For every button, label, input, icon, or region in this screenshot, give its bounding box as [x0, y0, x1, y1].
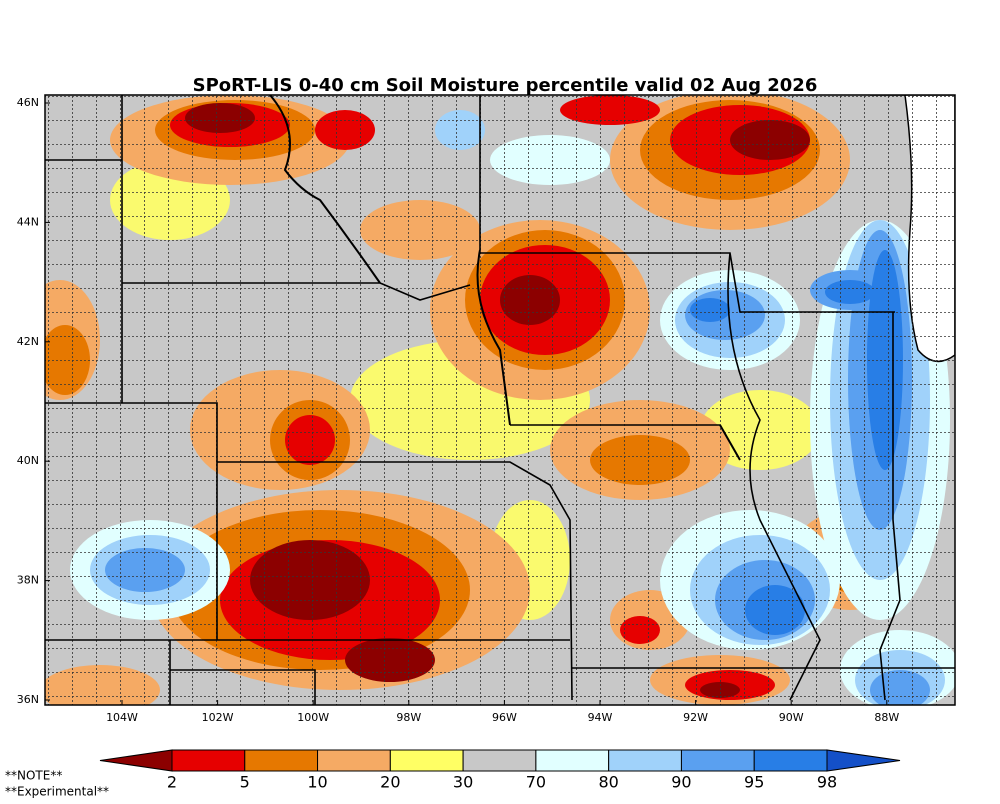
- lat-label: 42N: [17, 335, 39, 348]
- colorbar-box: [462, 749, 537, 772]
- colorbar-label: 95: [744, 773, 764, 792]
- lon-label: 88W: [874, 711, 899, 724]
- map-frame: [44, 94, 956, 706]
- colorbar-label: 20: [380, 773, 400, 792]
- colorbar-box: [608, 749, 682, 772]
- colorbar-box: [535, 749, 610, 772]
- lon-label: 96W: [492, 711, 517, 724]
- lat-label: 40N: [17, 454, 39, 467]
- colorbar-label: 2: [167, 773, 177, 792]
- lat-labels: 46N 44N 42N 40N 38N 36N: [17, 96, 50, 706]
- lon-label: 98W: [396, 711, 421, 724]
- colorbar: 2 5 10 20 30 70 80 90 95 98: [99, 749, 901, 792]
- colorbar-label: 90: [671, 773, 691, 792]
- lon-label: 104W: [106, 711, 138, 724]
- colorbar-box: [317, 749, 391, 772]
- lon-label: 102W: [202, 711, 234, 724]
- note: **Experimental**: [5, 785, 109, 799]
- colorbar-label: 70: [526, 773, 546, 792]
- lon-label: 90W: [779, 711, 804, 724]
- lon-label: 100W: [297, 711, 329, 724]
- lon-label: 92W: [683, 711, 708, 724]
- colorbar-low: [99, 749, 173, 772]
- lon-label: 94W: [588, 711, 613, 724]
- colorbar-box: [389, 749, 464, 772]
- colorbar-label: 98: [817, 773, 837, 792]
- colorbar-high: [826, 749, 901, 772]
- map-title: SPoRT-LIS 0-40 cm Soil Moisture percenti…: [193, 75, 818, 96]
- colorbar-box: [680, 749, 755, 772]
- colorbar-box: [244, 749, 319, 772]
- colorbar-label: 5: [240, 773, 250, 792]
- colorbar-label: 80: [598, 773, 618, 792]
- note: **NOTE**: [5, 769, 62, 783]
- lat-label: 44N: [17, 215, 39, 228]
- lat-label: 46N: [17, 96, 39, 109]
- lon-labels: 104W 102W 100W 98W 96W 94W 92W 90W 88W: [106, 700, 899, 724]
- map: [45, 95, 955, 705]
- lat-label: 36N: [17, 693, 39, 706]
- colorbar-label: 10: [307, 773, 327, 792]
- colorbar-box: [753, 749, 828, 772]
- colorbar-label: 30: [453, 773, 473, 792]
- lat-label: 38N: [17, 574, 39, 587]
- colorbar-box: [171, 749, 246, 772]
